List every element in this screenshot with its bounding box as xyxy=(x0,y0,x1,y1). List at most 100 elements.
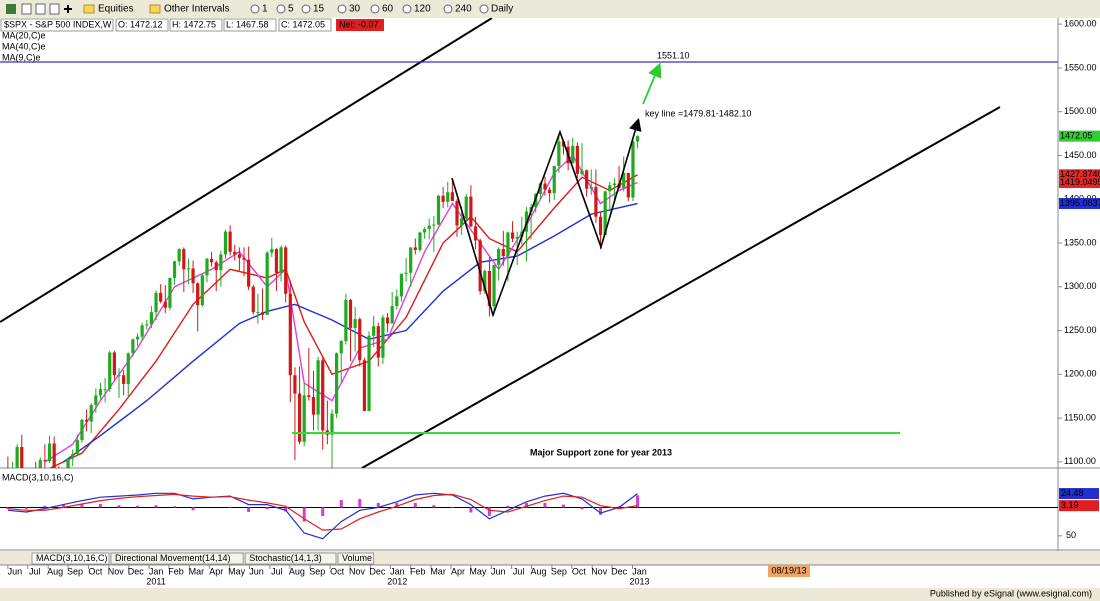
candle-body xyxy=(186,268,191,270)
histogram-bar xyxy=(284,507,288,512)
histogram-bar xyxy=(61,504,65,508)
key-line-label: key line =1479.81-1482.10 xyxy=(645,108,751,118)
candle-body xyxy=(182,249,186,270)
x-tick-label: Apr xyxy=(451,566,465,576)
interval-radio[interactable] xyxy=(301,4,311,14)
candle-body xyxy=(446,192,450,202)
candle-body xyxy=(15,446,19,468)
target-label: 1551.10 xyxy=(657,50,690,60)
histogram-bar xyxy=(43,505,47,508)
interval-button[interactable]: 60 xyxy=(382,4,394,15)
candle-body xyxy=(191,268,195,284)
candle-body xyxy=(612,183,617,186)
last-value-tag xyxy=(1059,177,1100,189)
candle-body xyxy=(483,271,487,292)
indicator-tab[interactable] xyxy=(244,552,337,565)
interval-radio[interactable] xyxy=(479,4,489,14)
indicator-tab[interactable] xyxy=(31,552,110,565)
quote-field: C: 1472.05 xyxy=(281,19,325,29)
interval-button[interactable]: 240 xyxy=(455,4,472,15)
interval-button[interactable]: 1 xyxy=(262,4,268,15)
candle-body xyxy=(450,192,454,201)
histogram-bar xyxy=(561,504,565,508)
interval-button[interactable]: 30 xyxy=(349,4,361,15)
histogram-bar xyxy=(247,507,251,512)
interval-button[interactable]: 15 xyxy=(313,4,325,15)
indicator-title: MACD(3,10,16,C) xyxy=(2,472,74,482)
candle-body xyxy=(135,336,140,340)
interval-button[interactable]: 120 xyxy=(414,4,431,15)
y-tick-label: 1300.00 xyxy=(1064,281,1097,291)
x-tick-label: Jun xyxy=(8,566,23,576)
date-marker-box xyxy=(768,565,810,577)
x-tick-label: Mar xyxy=(430,566,446,576)
candle-body xyxy=(460,218,464,226)
y-tick-label: 1100.00 xyxy=(1064,456,1096,466)
interval-radio[interactable] xyxy=(276,4,286,14)
interval-radio[interactable] xyxy=(250,4,260,14)
candle-body xyxy=(330,413,334,435)
candle-body xyxy=(422,228,427,233)
candle-body xyxy=(395,296,399,307)
interval-radio[interactable] xyxy=(402,4,412,14)
macd-line xyxy=(7,492,638,540)
x-tick-label: May xyxy=(469,566,487,576)
candle-body xyxy=(594,186,598,217)
candle-body xyxy=(38,460,42,468)
indicator-tab[interactable] xyxy=(337,552,375,565)
candle-body xyxy=(473,226,478,241)
candle-body xyxy=(580,170,584,174)
toolbar-menu[interactable]: Equities xyxy=(98,4,134,15)
interval-radio[interactable] xyxy=(443,4,453,14)
candle-body xyxy=(464,196,468,219)
histogram-bar xyxy=(636,495,640,508)
quote-field: L: 1467.58 xyxy=(226,19,269,29)
candle-body xyxy=(487,271,492,307)
interval-radio[interactable] xyxy=(337,4,347,14)
interval-button[interactable]: Daily xyxy=(491,4,513,15)
candle-body xyxy=(256,312,260,314)
histogram-bar xyxy=(524,502,528,508)
candle-body xyxy=(376,326,380,358)
candle-body xyxy=(20,446,24,468)
histogram-bar xyxy=(24,507,28,510)
interval-button[interactable]: 5 xyxy=(288,4,294,15)
indicator-tab[interactable] xyxy=(110,552,244,565)
candle-body xyxy=(598,216,603,236)
indicator-tab-label[interactable]: Stochastic(14,1,3) xyxy=(249,553,322,563)
y-tick-label: 50 xyxy=(1066,530,1076,540)
quote-box xyxy=(169,18,223,32)
y-tick-label: 1450.00 xyxy=(1064,150,1097,160)
interval-radio[interactable] xyxy=(370,4,380,14)
y-tick-label: 1150.00 xyxy=(1064,412,1096,422)
candle-body xyxy=(140,325,144,337)
indicator-tab-label[interactable]: Volume xyxy=(342,553,372,563)
indicator-tab-label[interactable]: MACD(3,10,16,C) xyxy=(36,553,108,563)
x-tick-label: Mar xyxy=(189,566,205,576)
net-box xyxy=(336,19,384,31)
candle-body xyxy=(381,317,385,358)
y-tick-label: 1550.00 xyxy=(1064,62,1097,72)
candle-body xyxy=(515,236,519,239)
candle-body xyxy=(149,312,154,325)
candle-body xyxy=(293,375,297,394)
x-tick-label: Sep xyxy=(309,566,325,576)
toolbar-menu[interactable]: Other Intervals xyxy=(164,4,230,15)
year-label: 2013 xyxy=(629,576,649,586)
quote-field: H: 1472.75 xyxy=(172,19,216,29)
candle-body xyxy=(242,257,246,260)
candle-body xyxy=(385,317,390,324)
candle-body xyxy=(284,247,288,294)
candle-body xyxy=(510,232,515,239)
indicator-tab-label[interactable]: Directional Movement(14,14) xyxy=(115,553,231,563)
candle-body xyxy=(432,224,436,226)
candle-body xyxy=(358,319,362,361)
quote-box xyxy=(115,18,169,32)
candle-body xyxy=(177,249,181,262)
candle-body xyxy=(228,231,232,252)
net-change: Net: -0.07 xyxy=(339,19,379,29)
candle-body xyxy=(635,136,640,142)
x-tick-label: Jul xyxy=(29,566,41,576)
